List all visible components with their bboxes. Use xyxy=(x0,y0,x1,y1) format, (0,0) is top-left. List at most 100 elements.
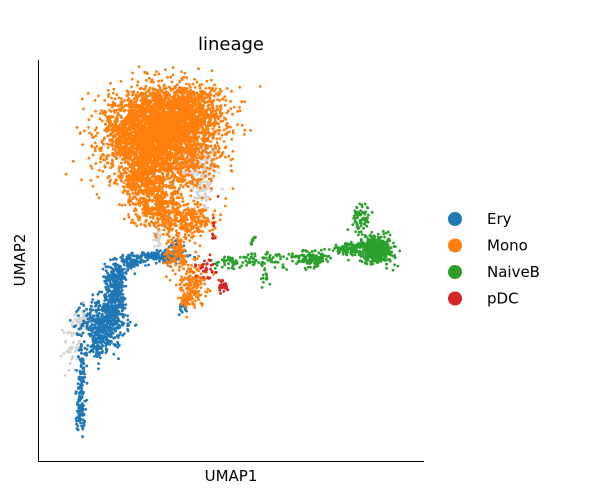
data-point xyxy=(212,94,216,98)
data-point xyxy=(100,290,104,294)
data-point xyxy=(128,121,132,125)
data-point xyxy=(80,344,83,348)
data-point xyxy=(231,187,235,191)
data-point xyxy=(131,254,135,258)
data-point xyxy=(164,68,167,72)
data-point xyxy=(113,307,117,311)
data-point xyxy=(144,84,148,88)
data-point xyxy=(150,251,154,255)
data-point xyxy=(205,156,209,160)
data-point xyxy=(156,142,159,146)
data-point xyxy=(103,299,106,302)
data-point xyxy=(119,100,123,104)
data-point xyxy=(217,171,221,175)
data-point xyxy=(92,346,96,350)
data-point xyxy=(153,156,156,159)
data-point xyxy=(214,92,218,96)
data-point xyxy=(130,251,134,255)
data-point xyxy=(103,137,106,141)
data-point xyxy=(114,329,117,332)
data-point xyxy=(227,130,231,134)
data-point xyxy=(124,272,128,275)
data-point xyxy=(125,118,129,122)
data-point xyxy=(133,272,137,275)
data-point xyxy=(186,159,190,163)
data-point xyxy=(180,161,184,164)
data-point xyxy=(178,150,182,154)
data-point xyxy=(117,174,120,178)
series-ery-points xyxy=(74,395,88,439)
data-point xyxy=(108,134,112,137)
data-point xyxy=(95,126,98,130)
data-point xyxy=(122,148,126,152)
data-point xyxy=(104,344,108,348)
data-point xyxy=(101,331,105,335)
data-point xyxy=(189,173,193,177)
data-point xyxy=(174,168,178,171)
data-point xyxy=(212,154,216,157)
data-point xyxy=(115,178,118,182)
data-point xyxy=(197,190,201,193)
data-point xyxy=(109,327,113,331)
data-point xyxy=(198,170,202,174)
data-point xyxy=(117,290,120,294)
data-point xyxy=(136,263,140,267)
data-point xyxy=(97,333,101,336)
data-point xyxy=(89,164,93,168)
data-point xyxy=(107,92,111,96)
data-point xyxy=(123,267,126,271)
data-point xyxy=(109,315,113,319)
data-point xyxy=(240,124,244,127)
data-point xyxy=(231,129,235,133)
data-point xyxy=(190,146,194,150)
data-point xyxy=(132,260,135,264)
data-point xyxy=(94,348,98,351)
data-point xyxy=(136,84,139,87)
data-point xyxy=(153,132,157,136)
data-point xyxy=(111,162,114,165)
data-point xyxy=(120,119,124,123)
data-point xyxy=(108,279,112,283)
data-point xyxy=(77,411,80,415)
data-point xyxy=(88,307,92,311)
data-point xyxy=(230,169,234,173)
data-point xyxy=(110,300,113,303)
data-point xyxy=(76,424,80,428)
data-point xyxy=(117,344,121,347)
data-point xyxy=(215,137,219,141)
data-point xyxy=(102,307,105,311)
data-point xyxy=(146,254,150,258)
data-point xyxy=(104,282,108,285)
data-point xyxy=(192,167,195,171)
data-point xyxy=(126,267,130,271)
data-point xyxy=(160,172,164,176)
data-point xyxy=(192,199,196,203)
data-point xyxy=(117,169,121,173)
data-point xyxy=(121,303,125,306)
data-point xyxy=(177,171,181,175)
data-point xyxy=(200,157,203,161)
data-point xyxy=(97,337,100,340)
data-point xyxy=(80,302,83,306)
data-point xyxy=(168,181,172,184)
data-point xyxy=(109,333,112,337)
data-point xyxy=(118,333,121,337)
data-point xyxy=(120,259,124,263)
data-point xyxy=(192,158,196,162)
data-point xyxy=(173,144,177,147)
data-point xyxy=(75,416,79,419)
data-point xyxy=(144,255,148,259)
data-point xyxy=(123,108,127,112)
data-point xyxy=(171,66,175,69)
data-point xyxy=(91,316,94,320)
data-point xyxy=(116,294,120,298)
data-point xyxy=(131,150,135,154)
data-point xyxy=(81,376,85,380)
data-point xyxy=(153,73,157,77)
data-point xyxy=(171,171,175,175)
data-point xyxy=(85,381,89,385)
data-point xyxy=(88,315,92,319)
data-point xyxy=(107,95,110,98)
data-point xyxy=(79,421,83,425)
